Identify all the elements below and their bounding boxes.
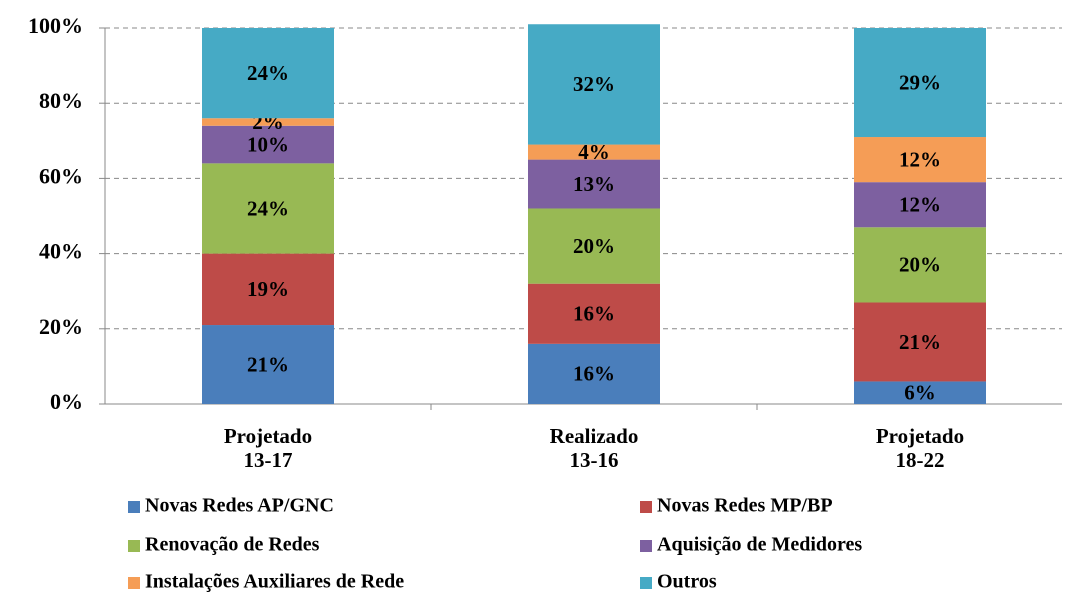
legend-label: Novas Redes MP/BP	[657, 495, 833, 517]
x-tick-label: Projetado	[224, 424, 312, 448]
legend-label: Novas Redes AP/GNC	[145, 495, 334, 517]
data-label: 16%	[573, 302, 615, 326]
x-tick-label: Realizado	[550, 424, 639, 448]
legend-label: Outros	[657, 571, 717, 593]
data-label: 20%	[899, 253, 941, 277]
legend-swatch	[640, 577, 652, 589]
bar-segment	[854, 28, 986, 138]
bar-segment	[854, 302, 986, 382]
y-tick-label: 60%	[39, 163, 83, 188]
legend-swatch	[128, 501, 140, 513]
bar-segment	[202, 125, 334, 164]
legend-swatch	[128, 540, 140, 552]
bar-segment	[854, 137, 986, 183]
data-label: 12%	[899, 147, 941, 171]
data-label: 24%	[247, 61, 289, 85]
y-tick-label: 20%	[39, 314, 83, 339]
data-label: 29%	[899, 70, 941, 94]
bar-segment	[202, 325, 334, 404]
bar-segment	[528, 343, 660, 404]
y-tick-label: 40%	[39, 239, 83, 264]
bar-segment	[202, 28, 334, 119]
bar-segment	[528, 159, 660, 209]
data-label: 16%	[573, 362, 615, 386]
bar-segment	[528, 24, 660, 145]
bar-segment	[854, 227, 986, 303]
data-label: 12%	[899, 193, 941, 217]
legend-label: Instalações Auxiliares de Rede	[145, 571, 404, 593]
data-label: 21%	[899, 330, 941, 354]
bar-segment	[854, 381, 986, 404]
legend-swatch	[640, 540, 652, 552]
bar-segment	[854, 182, 986, 228]
legend-swatch	[640, 501, 652, 513]
legend-label: Aquisição de Medidores	[657, 534, 862, 556]
x-tick-label: Projetado	[876, 424, 964, 448]
data-label: 6%	[904, 381, 936, 405]
x-tick-label: 18-22	[896, 448, 945, 472]
data-label: 19%	[247, 277, 289, 301]
y-tick-label: 0%	[50, 389, 83, 414]
data-label: 10%	[247, 132, 289, 156]
legend-swatch	[128, 577, 140, 589]
bar-segment	[202, 163, 334, 254]
x-tick-label: 13-16	[570, 448, 619, 472]
data-label: 32%	[573, 72, 615, 96]
bar-segment	[528, 208, 660, 284]
data-label: 13%	[573, 172, 615, 196]
data-label: 24%	[247, 196, 289, 220]
legend-label: Renovação de Redes	[145, 534, 320, 556]
bar-segment	[202, 253, 334, 326]
bar-segment	[202, 118, 334, 126]
data-label: 20%	[573, 234, 615, 258]
y-tick-label: 80%	[39, 88, 83, 113]
bar-segment	[528, 283, 660, 344]
data-label: 21%	[247, 352, 289, 376]
bar-segment	[528, 144, 660, 160]
y-tick-label: 100%	[28, 13, 83, 38]
x-tick-label: 13-17	[244, 448, 293, 472]
